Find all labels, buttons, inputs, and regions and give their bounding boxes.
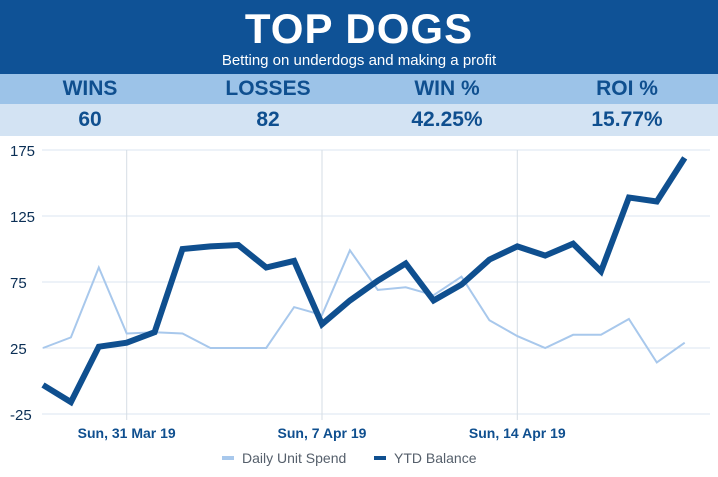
series-line-ytd-balance: [41, 156, 688, 407]
x-tick-label: Sun, 7 Apr 19: [278, 425, 367, 441]
y-tick-label: 75: [10, 275, 27, 292]
header-banner: TOP DOGS Betting on underdogs and making…: [0, 0, 718, 74]
page-title: TOP DOGS: [244, 5, 474, 52]
stats-values-row: 60 82 42.25% 15.77%: [0, 104, 718, 136]
stats-labels-row: WINS LOSSES WIN % ROI %: [0, 74, 718, 104]
stat-label-roi-pct: ROI %: [596, 77, 658, 100]
stat-value-win-pct: 42.25%: [411, 108, 483, 131]
stat-label-win-pct: WIN %: [414, 77, 480, 100]
x-tick-label: Sun, 31 Mar 19: [78, 425, 176, 441]
stat-label-losses: LOSSES: [225, 77, 311, 100]
y-tick-label: 125: [10, 209, 35, 226]
y-tick-label: 25: [10, 341, 27, 358]
y-tick-label: 175: [10, 143, 35, 160]
stat-label-wins: WINS: [62, 77, 118, 100]
stat-value-wins: 60: [78, 108, 102, 131]
stat-value-losses: 82: [256, 108, 280, 131]
page-subtitle: Betting on underdogs and making a profit: [221, 52, 497, 69]
x-tick-label: Sun, 14 Apr 19: [469, 425, 566, 441]
legend-ytd-balance-label: YTD Balance: [394, 450, 477, 466]
line-chart: -25 25 75 125 175 Sun, 31 Mar 19 Sun, 7 Apr 19…: [10, 143, 710, 466]
legend-daily-unit-spend-label: Daily Unit Spend: [242, 450, 346, 466]
stat-value-roi-pct: 15.77%: [591, 108, 663, 131]
series-line-daily-unit-spend: [42, 248, 686, 364]
y-tick-label: -25: [10, 407, 32, 424]
